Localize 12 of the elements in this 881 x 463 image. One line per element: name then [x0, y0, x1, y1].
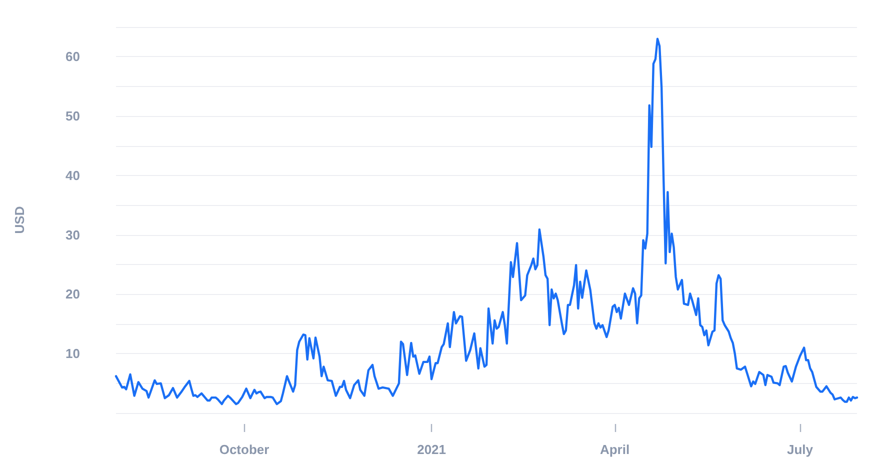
- y-tick-label: 50: [66, 108, 80, 124]
- y-axis-title: USD: [12, 206, 27, 234]
- x-tick-label: 2021: [417, 442, 446, 457]
- y-tick-label: 10: [66, 346, 80, 362]
- y-tick-label: 30: [66, 227, 80, 242]
- x-tick-label: October: [219, 442, 270, 457]
- x-tick-label: July: [786, 442, 814, 457]
- y-tick-label: 60: [66, 49, 80, 64]
- y-tick-label: 20: [66, 286, 80, 302]
- x-tick-label: April: [600, 442, 630, 457]
- line-series: [114, 38, 858, 406]
- y-tick-label: 40: [66, 168, 80, 183]
